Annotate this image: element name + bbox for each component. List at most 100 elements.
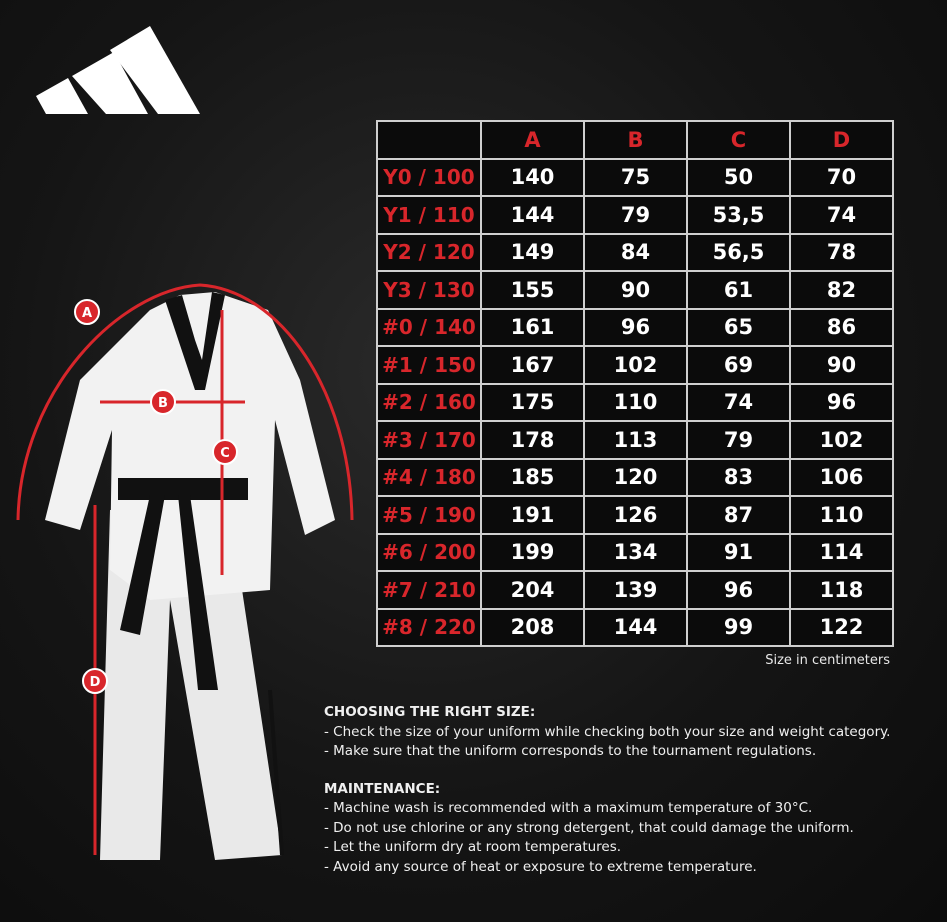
label-b: B bbox=[158, 396, 168, 411]
measurement-cell: 96 bbox=[789, 382, 894, 422]
info-section: CHOOSING THE RIGHT SIZE: - Check the siz… bbox=[324, 703, 890, 877]
size-label: #8 / 220 bbox=[376, 607, 482, 647]
table-row: Y0 / 100 140 75 50 70 bbox=[376, 157, 894, 197]
size-label: #3 / 170 bbox=[376, 420, 482, 460]
measurement-cell: 99 bbox=[686, 607, 791, 647]
table-row: Y3 / 130 155 90 61 82 bbox=[376, 270, 894, 310]
maintenance-item: - Do not use chlorine or any strong dete… bbox=[324, 819, 854, 836]
measurement-cell: 90 bbox=[583, 270, 688, 310]
table-row: #6 / 200 199 134 91 114 bbox=[376, 532, 894, 572]
measurement-cell: 191 bbox=[480, 495, 585, 535]
label-d-marker bbox=[82, 668, 108, 694]
measurement-cell: 65 bbox=[686, 307, 791, 347]
measurement-cell: 144 bbox=[583, 607, 688, 647]
table-header-row: A B C D bbox=[376, 120, 894, 160]
size-label: #0 / 140 bbox=[376, 307, 482, 347]
size-label: #1 / 150 bbox=[376, 345, 482, 385]
measurement-cell: 102 bbox=[583, 345, 688, 385]
size-table: A B C D Y0 / 100 140 75 50 70 Y1 / 110 144 79 53… bbox=[376, 120, 894, 647]
measurement-cell: 79 bbox=[583, 195, 688, 235]
corner-cell bbox=[376, 120, 482, 160]
measurement-cell: 114 bbox=[789, 532, 894, 572]
measurement-cell: 185 bbox=[480, 457, 585, 497]
arrow-a bbox=[16, 283, 354, 521]
label-b-marker bbox=[150, 389, 176, 415]
measurement-cell: 74 bbox=[789, 195, 894, 235]
label-c: C bbox=[220, 446, 230, 461]
measurement-cell: 155 bbox=[480, 270, 585, 310]
measurement-cell: 87 bbox=[686, 495, 791, 535]
table-row: Y2 / 120 149 84 56,5 78 bbox=[376, 232, 894, 272]
measurement-cell: 102 bbox=[789, 420, 894, 460]
measurement-cell: 110 bbox=[789, 495, 894, 535]
size-label: #2 / 160 bbox=[376, 382, 482, 422]
size-label: Y2 / 120 bbox=[376, 232, 482, 272]
measurement-cell: 75 bbox=[583, 157, 688, 197]
table-row: #7 / 210 204 139 96 118 bbox=[376, 570, 894, 610]
column-header: D bbox=[789, 120, 894, 160]
measurement-cell: 140 bbox=[480, 157, 585, 197]
measurement-cell: 204 bbox=[480, 570, 585, 610]
column-header: A bbox=[480, 120, 585, 160]
measurement-cell: 53,5 bbox=[686, 195, 791, 235]
measurement-cell: 106 bbox=[789, 457, 894, 497]
column-header: B bbox=[583, 120, 688, 160]
measurement-cell: 61 bbox=[686, 270, 791, 310]
measurement-cell: 56,5 bbox=[686, 232, 791, 272]
label-d: D bbox=[90, 675, 101, 690]
measurement-cell: 167 bbox=[480, 345, 585, 385]
size-label: Y0 / 100 bbox=[376, 157, 482, 197]
size-label: #6 / 200 bbox=[376, 532, 482, 572]
measurement-cell: 69 bbox=[686, 345, 791, 385]
table-row: #4 / 180 185 120 83 106 bbox=[376, 457, 894, 497]
adidas-logo bbox=[36, 26, 200, 114]
table-row: #1 / 150 167 102 69 90 bbox=[376, 345, 894, 385]
size-label: #5 / 190 bbox=[376, 495, 482, 535]
size-label: Y3 / 130 bbox=[376, 270, 482, 310]
maintenance-item: - Machine wash is recommended with a max… bbox=[324, 800, 813, 816]
maintenance-item: - Avoid any source of heat or exposure t… bbox=[324, 858, 757, 875]
measurement-cell: 83 bbox=[686, 457, 791, 497]
measurement-cell: 208 bbox=[480, 607, 585, 647]
table-row: #3 / 170 178 113 79 102 bbox=[376, 420, 894, 460]
measurement-cell: 86 bbox=[789, 307, 894, 347]
maintenance-item: - Let the uniform dry at room temperatur… bbox=[324, 839, 622, 855]
table-row: Y1 / 110 144 79 53,5 74 bbox=[376, 195, 894, 235]
unit-note: Size in centimeters bbox=[765, 653, 890, 668]
measurement-cell: 178 bbox=[480, 420, 585, 460]
label-c-marker bbox=[212, 439, 238, 465]
measurement-cell: 74 bbox=[686, 382, 791, 422]
measurement-cell: 149 bbox=[480, 232, 585, 272]
measurement-cell: 118 bbox=[789, 570, 894, 610]
measurement-cell: 139 bbox=[583, 570, 688, 610]
measurement-cell: 96 bbox=[583, 307, 688, 347]
measurement-cell: 50 bbox=[686, 157, 791, 197]
choosing-item: - Make sure that the uniform corresponds… bbox=[324, 743, 817, 759]
measurement-cell: 79 bbox=[686, 420, 791, 460]
table-row: #2 / 160 175 110 74 96 bbox=[376, 382, 894, 422]
table-row: #0 / 140 161 96 65 86 bbox=[376, 307, 894, 347]
measurement-cell: 122 bbox=[789, 607, 894, 647]
measurement-cell: 96 bbox=[686, 570, 791, 610]
measurement-cell: 175 bbox=[480, 382, 585, 422]
measurement-cell: 90 bbox=[789, 345, 894, 385]
size-label: #7 / 210 bbox=[376, 570, 482, 610]
measurement-cell: 84 bbox=[583, 232, 688, 272]
column-header: C bbox=[686, 120, 791, 160]
measurement-cell: 134 bbox=[583, 532, 688, 572]
measurement-cell: 161 bbox=[480, 307, 585, 347]
measurement-cell: 82 bbox=[789, 270, 894, 310]
measurement-cell: 110 bbox=[583, 382, 688, 422]
label-a-marker bbox=[74, 299, 100, 325]
measurement-cell: 70 bbox=[789, 157, 894, 197]
choosing-item: - Check the size of your uniform while c… bbox=[324, 723, 891, 740]
table-row: #5 / 190 191 126 87 110 bbox=[376, 495, 894, 535]
size-label: Y1 / 110 bbox=[376, 195, 482, 235]
label-a: A bbox=[82, 306, 92, 321]
measurement-cell: 78 bbox=[789, 232, 894, 272]
size-label: #4 / 180 bbox=[376, 457, 482, 497]
table-row: #8 / 220 208 144 99 122 bbox=[376, 607, 894, 647]
maintenance-title: MAINTENANCE: bbox=[324, 780, 441, 797]
measurement-cell: 144 bbox=[480, 195, 585, 235]
choosing-title: CHOOSING THE RIGHT SIZE: bbox=[324, 704, 536, 720]
